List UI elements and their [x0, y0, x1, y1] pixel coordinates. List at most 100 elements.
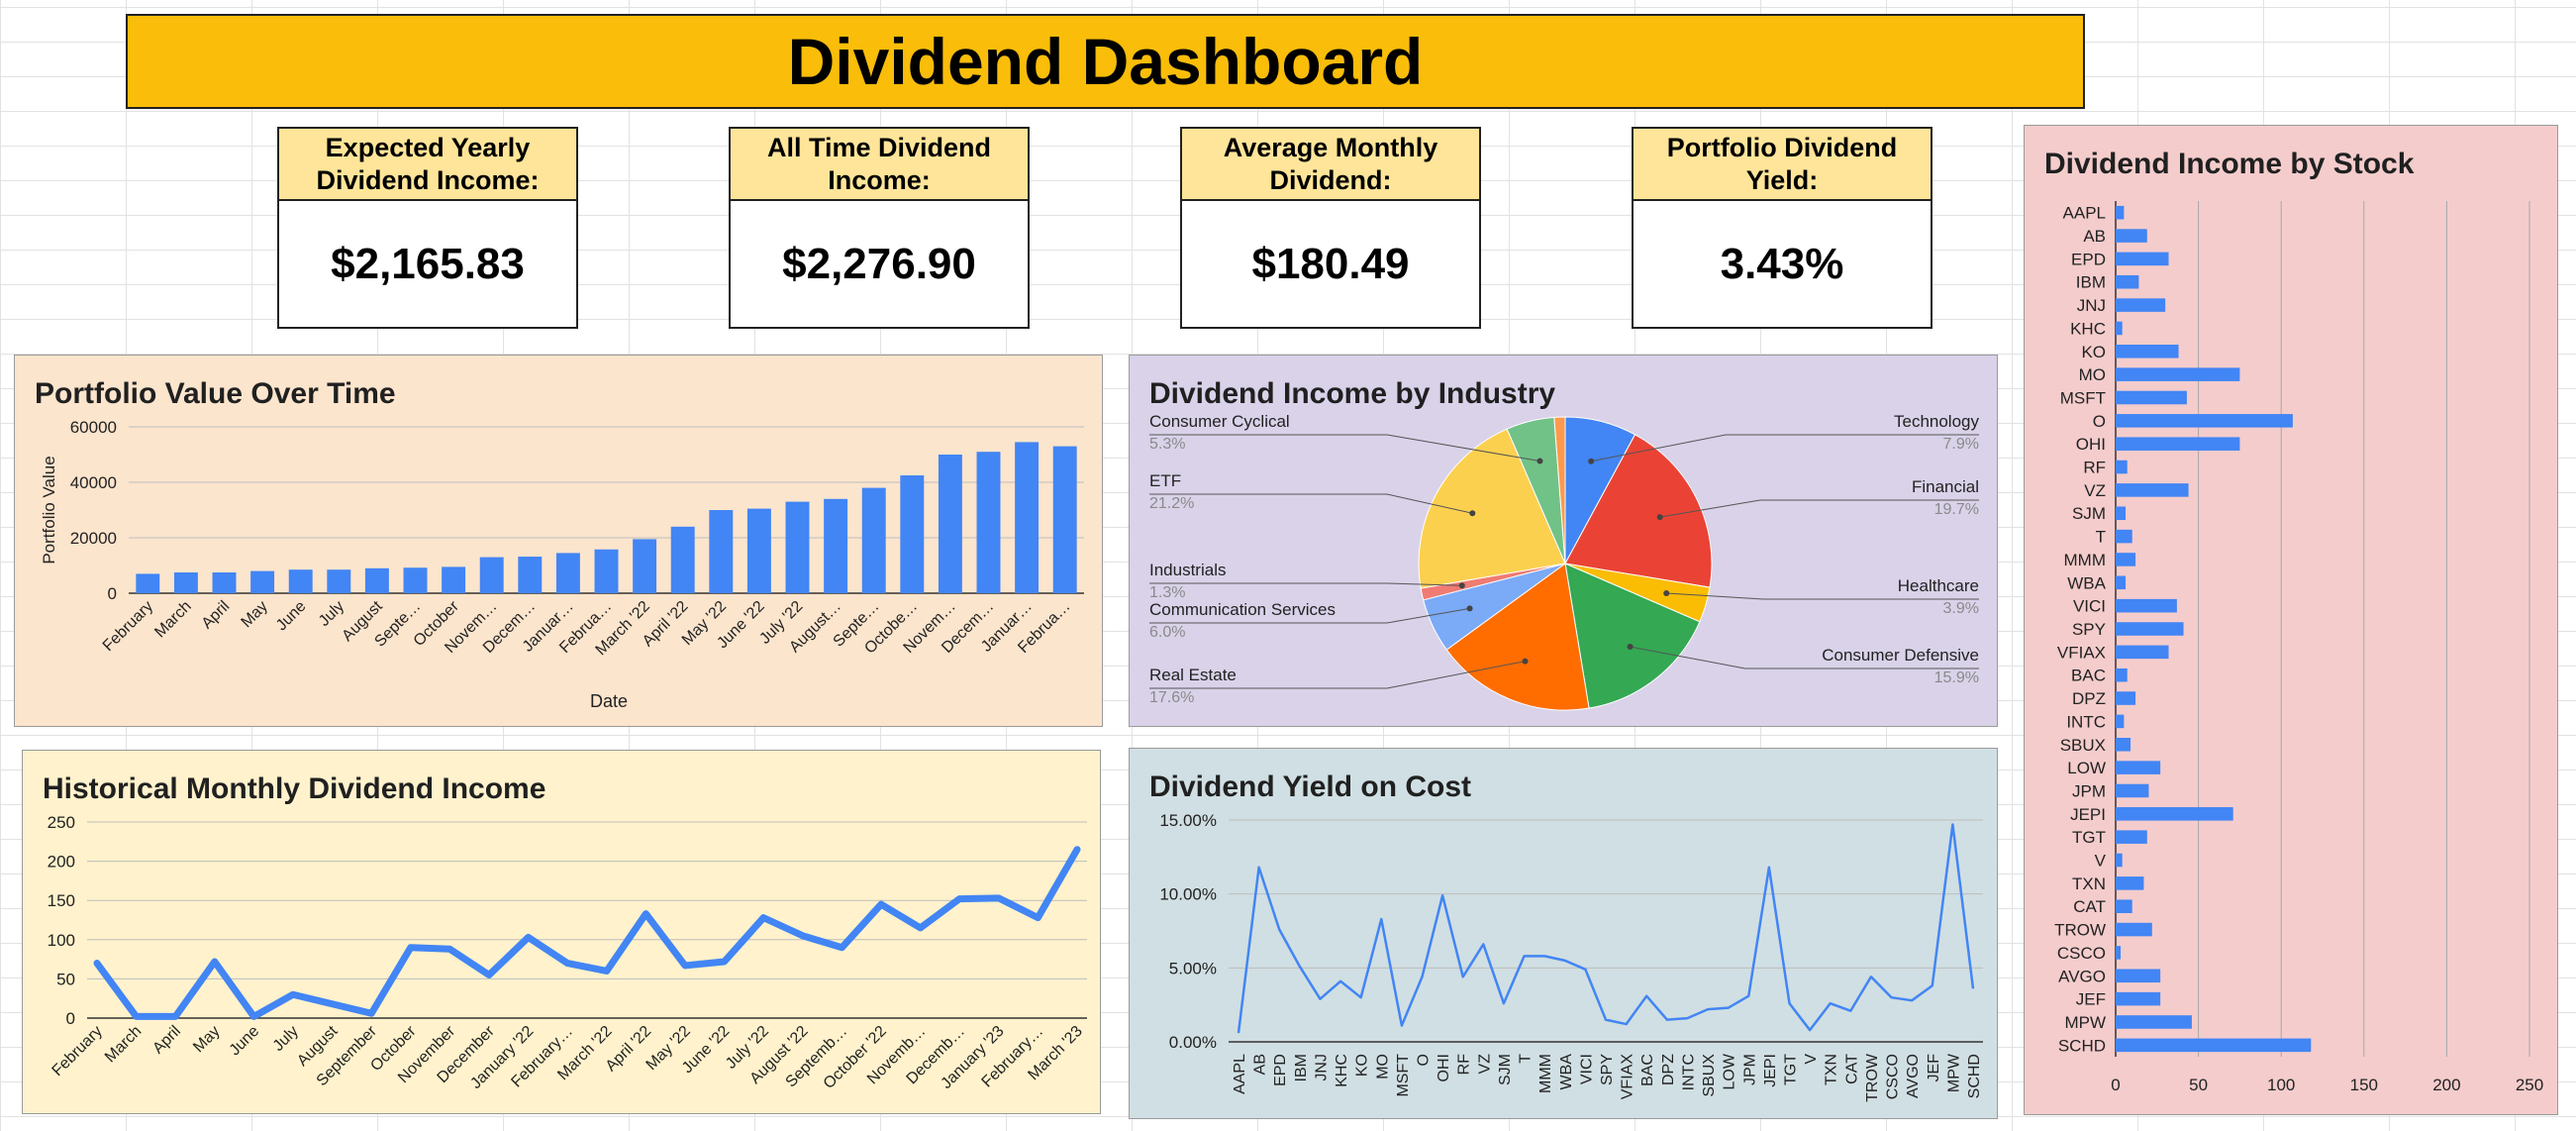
- slice-label: Industrials: [1149, 561, 1226, 579]
- bar: [709, 510, 734, 593]
- x-tick-label: 150: [2350, 1076, 2378, 1094]
- stat-label: Expected Yearly Dividend Income:: [279, 129, 576, 201]
- x-tick-label: VICI: [1578, 1054, 1595, 1084]
- x-tick-label: TGT: [1783, 1054, 1800, 1085]
- slice-label: Consumer Cyclical: [1149, 412, 1290, 431]
- x-tick-label: O: [1416, 1054, 1433, 1066]
- x-tick-label: March: [102, 1023, 145, 1066]
- leader-dot: [1656, 514, 1663, 521]
- x-tick-label: BAC: [1639, 1054, 1656, 1086]
- y-tick-label: MSFT: [2060, 388, 2106, 407]
- bar: [2116, 575, 2127, 590]
- y-tick-label: SPY: [2072, 620, 2106, 639]
- stocks-chart-svg: 0 50 100 150 200 250 AAPL AB EPD IBM JNJ KHC KO MO MSF…: [2054, 201, 2543, 1094]
- y-tick-label: CAT: [2073, 897, 2106, 916]
- slice-percent: 1.3%: [1149, 584, 1185, 601]
- x-tick-label: February: [50, 1023, 106, 1080]
- y-tick-label: MO: [2079, 365, 2106, 384]
- y-axis-title: Portfolio Value: [40, 456, 58, 564]
- bar: [250, 570, 275, 593]
- y-tick-label: TGT: [2072, 828, 2106, 847]
- x-tick-label: May: [239, 598, 271, 631]
- dashboard-title: Dividend Dashboard: [126, 14, 2085, 109]
- y-tick-label: VICI: [2073, 597, 2106, 616]
- y-tick-label: 0: [66, 1009, 75, 1028]
- slice-label: Real Estate: [1149, 666, 1237, 684]
- pie-slice: [1553, 416, 1566, 565]
- x-tick-label: RF: [1456, 1054, 1473, 1076]
- slice-label: Healthcare: [1898, 576, 1979, 595]
- bar: [2116, 830, 2147, 844]
- y-tick-label: WBA: [2067, 573, 2106, 592]
- x-tick-label: 200: [2432, 1076, 2460, 1094]
- bar: [555, 553, 580, 593]
- chart-industry-pie[interactable]: Dividend Income by Industry Technology 7.…: [1129, 355, 1998, 727]
- y-tick-label: EPD: [2071, 250, 2106, 268]
- x-tick-label: July: [270, 1023, 302, 1055]
- bar: [900, 475, 925, 593]
- x-tick-label: OHI: [1436, 1054, 1452, 1081]
- y-tick-label: 0: [108, 584, 117, 603]
- line-series: [1237, 823, 1975, 1034]
- x-tick-label: SPY: [1599, 1054, 1616, 1085]
- x-tick-label: JEF: [1926, 1054, 1942, 1082]
- bar: [2116, 345, 2179, 359]
- slice-percent: 3.9%: [1943, 600, 1979, 617]
- bar: [2116, 622, 2184, 636]
- pie-slice: [1564, 563, 1701, 709]
- chart-portfolio-value[interactable]: Portfolio Value Over Time 0 20000 40000 600…: [14, 355, 1103, 727]
- y-tick-label: TROW: [2054, 921, 2106, 940]
- leader-line: [1149, 434, 1540, 463]
- y-tick-label: 10.00%: [1159, 885, 1217, 904]
- bar: [2116, 668, 2128, 682]
- y-tick-label: 5.00%: [1169, 959, 1217, 977]
- chart-yield-on-cost[interactable]: Dividend Yield on Cost 0.00% 5.00% 10.00% 1…: [1129, 748, 1998, 1119]
- leader-line: [1149, 661, 1526, 689]
- bar: [2116, 761, 2161, 774]
- bar: [976, 452, 1001, 593]
- stat-label: Average Monthly Dividend:: [1182, 129, 1479, 201]
- leader-dot: [1469, 510, 1476, 517]
- x-tick-label: June: [273, 598, 310, 635]
- chart-income-by-stock[interactable]: Dividend Income by Stock 0 50 100 150 200 250…: [2024, 125, 2558, 1115]
- yield-chart-svg: 0.00% 5.00% 10.00% 15.00% AAPL AB EPD IBM JNJ KHC…: [1159, 811, 1983, 1102]
- y-tick-label: KO: [2081, 343, 2106, 361]
- bar: [288, 569, 313, 593]
- bar: [2116, 553, 2136, 566]
- x-tick-label: VZ: [1476, 1054, 1493, 1075]
- y-tick-label: 40000: [70, 473, 117, 492]
- slice-percent: 19.7%: [1934, 501, 1979, 518]
- stat-value: $2,165.83: [331, 239, 525, 288]
- x-tick-label: April: [149, 1023, 184, 1058]
- bar: [670, 526, 695, 593]
- x-tick-label: EPD: [1272, 1054, 1289, 1086]
- x-tick-label: 50: [2189, 1076, 2208, 1094]
- bar: [136, 573, 160, 593]
- leader-line: [1630, 646, 1979, 669]
- x-tick-label: May: [190, 1023, 223, 1056]
- stat-card-average-monthly: Average Monthly Dividend: $180.49: [1180, 127, 1481, 329]
- x-tick-label: June: [227, 1023, 263, 1060]
- y-tick-label: INTC: [2066, 712, 2106, 731]
- chart-monthly-income[interactable]: Historical Monthly Dividend Income 0 50 10…: [22, 750, 1101, 1114]
- y-tick-label: CSCO: [2057, 944, 2106, 963]
- stat-value: $180.49: [1251, 239, 1410, 288]
- slice-label: ETF: [1149, 471, 1181, 490]
- x-tick-label: T: [1518, 1054, 1535, 1064]
- bar: [212, 572, 237, 593]
- x-tick-label: AAPL: [1232, 1054, 1248, 1094]
- bar: [2116, 922, 2152, 937]
- pie-slice: [1445, 563, 1590, 711]
- slice-label: Technology: [1894, 412, 1980, 431]
- bar: [2116, 437, 2240, 451]
- x-tick-label: SCHD: [1966, 1054, 1983, 1098]
- y-tick-label: T: [2096, 528, 2106, 547]
- bar: [2116, 737, 2131, 752]
- bar: [327, 569, 351, 593]
- x-tick-label: July: [316, 598, 347, 630]
- leader-dot: [1466, 605, 1473, 612]
- bar: [2116, 529, 2132, 544]
- bar: [2116, 598, 2177, 613]
- y-tick-label: 200: [48, 853, 75, 872]
- bar: [633, 539, 657, 593]
